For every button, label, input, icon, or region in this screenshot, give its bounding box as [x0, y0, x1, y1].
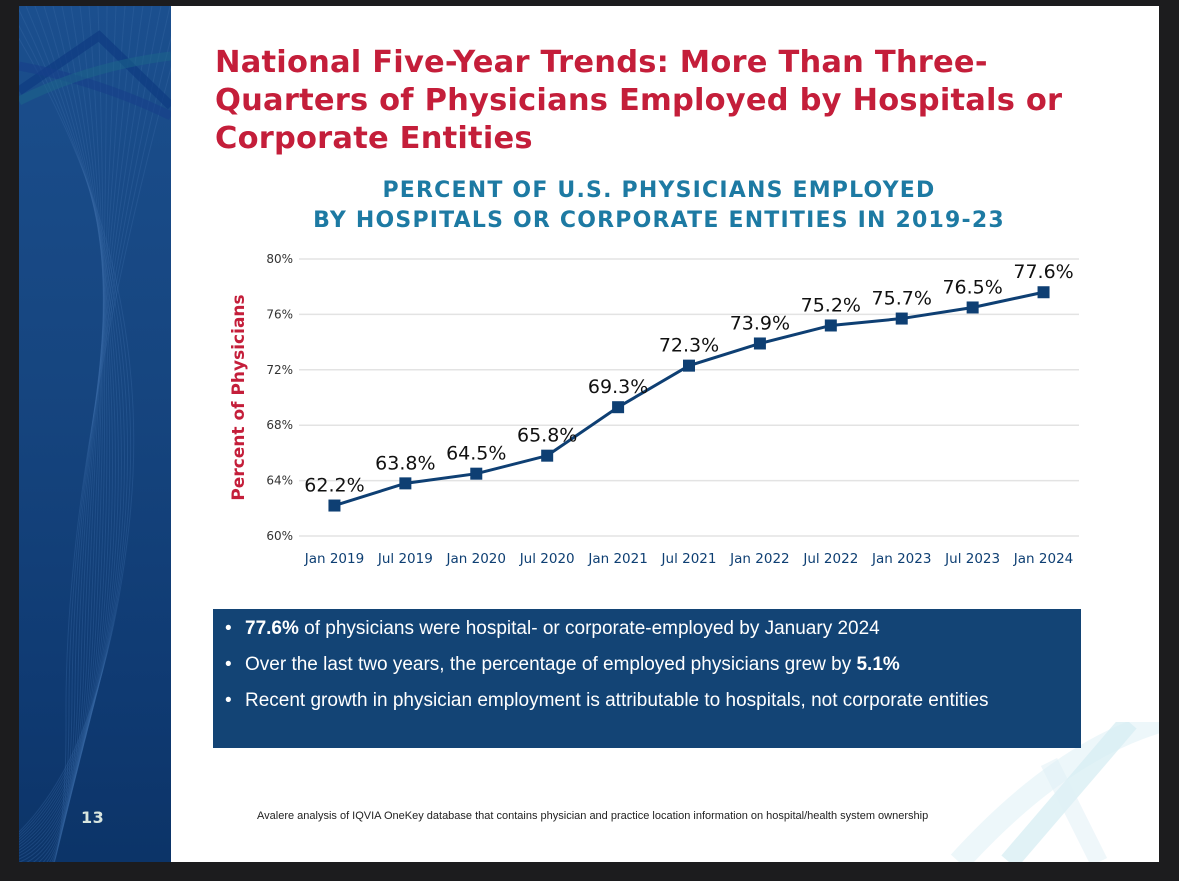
x-tick-label: Jul 2022: [802, 551, 858, 567]
x-tick-label: Jan 2019: [304, 551, 364, 567]
finding-text: Recent growth in physician employment is…: [245, 690, 989, 711]
chart-title: PERCENT OF U.S. PHYSICIANS EMPLOYED BY H…: [239, 176, 1079, 236]
key-finding-item: • Recent growth in physician employment i…: [225, 689, 1071, 713]
y-tick-label: 60%: [266, 529, 293, 543]
y-tick-label: 72%: [266, 363, 293, 377]
data-point-marker: [399, 477, 412, 490]
data-point-marker: [824, 319, 837, 332]
slide: 13 National Five-Year Trends: More Than …: [19, 6, 1159, 862]
data-label: 75.7%: [872, 288, 932, 310]
data-point-marker: [895, 312, 908, 325]
data-label: 65.8%: [517, 425, 577, 447]
x-tick-label: Jul 2021: [661, 551, 717, 567]
y-axis-label: Percent of Physicians: [229, 294, 249, 500]
data-point-marker: [612, 401, 625, 414]
data-point-marker: [328, 499, 341, 512]
data-label: 69.3%: [588, 376, 648, 398]
y-tick-label: 80%: [266, 252, 293, 266]
key-finding-item: • Over the last two years, the percentage…: [225, 653, 1071, 677]
slide-title-line: Quarters of Physicians Employed by Hospi…: [215, 83, 1063, 118]
emphasis-value: 5.1%: [856, 654, 900, 675]
data-label: 76.5%: [942, 276, 1002, 298]
bullet-icon: •: [225, 690, 232, 711]
data-point-marker: [541, 449, 554, 462]
x-tick-label: Jan 2023: [871, 551, 931, 567]
y-tick-label: 68%: [266, 418, 293, 432]
slide-title-line: National Five-Year Trends: More Than Thr…: [215, 45, 988, 80]
page-number: 13: [81, 808, 105, 827]
slide-title: National Five-Year Trends: More Than Thr…: [215, 44, 1095, 158]
data-label: 72.3%: [659, 335, 719, 357]
series-line: [334, 290, 1044, 507]
x-tick-label: Jan 2021: [587, 551, 647, 567]
data-point-marker: [966, 301, 979, 314]
data-point-marker: [1037, 286, 1050, 299]
x-tick-label: Jul 2020: [519, 551, 575, 567]
data-label: 77.6%: [1013, 261, 1073, 283]
data-label: 63.8%: [375, 452, 435, 474]
data-point-marker: [753, 337, 766, 350]
key-finding-item: • 77.6% of physicians were hospital- or c…: [225, 617, 1071, 641]
chart-title-line: BY HOSPITALS OR CORPORATE ENTITIES IN 20…: [313, 208, 1005, 233]
bullet-icon: •: [225, 618, 232, 639]
y-tick-label: 64%: [266, 474, 293, 488]
y-tick-label: 76%: [266, 307, 293, 321]
emphasis-value: 77.6%: [245, 618, 299, 639]
wave-pattern-icon: [19, 6, 171, 862]
corner-decoration-icon: [950, 722, 1159, 862]
data-label: 73.9%: [730, 312, 790, 334]
slide-title-line: Corporate Entities: [215, 121, 533, 156]
source-note: Avalere analysis of IQVIA OneKey databas…: [257, 810, 929, 822]
data-label: 75.2%: [801, 294, 861, 316]
data-label: 64.5%: [446, 443, 506, 465]
chart-title-line: PERCENT OF U.S. PHYSICIANS EMPLOYED: [382, 178, 936, 203]
x-tick-label: Jan 2024: [1013, 551, 1073, 567]
data-point-marker: [683, 359, 695, 372]
key-findings-box: • 77.6% of physicians were hospital- or c…: [213, 609, 1081, 748]
sidebar-decoration: 13: [19, 6, 171, 862]
bullet-icon: •: [225, 654, 232, 675]
data-label: 62.2%: [304, 475, 364, 497]
finding-text: of physicians were hospital- or corporat…: [298, 618, 880, 639]
x-tick-label: Jan 2020: [446, 551, 506, 567]
data-point-marker: [470, 467, 483, 480]
x-tick-label: Jan 2022: [729, 551, 789, 567]
line-chart: Percent of Physicians 60% 64% 68% 72% 76% 80% J…: [229, 252, 1079, 567]
x-tick-label: Jul 2019: [377, 551, 433, 567]
x-tick-label: Jul 2023: [944, 551, 1000, 567]
finding-text: Over the last two years, the percentage …: [245, 654, 857, 675]
